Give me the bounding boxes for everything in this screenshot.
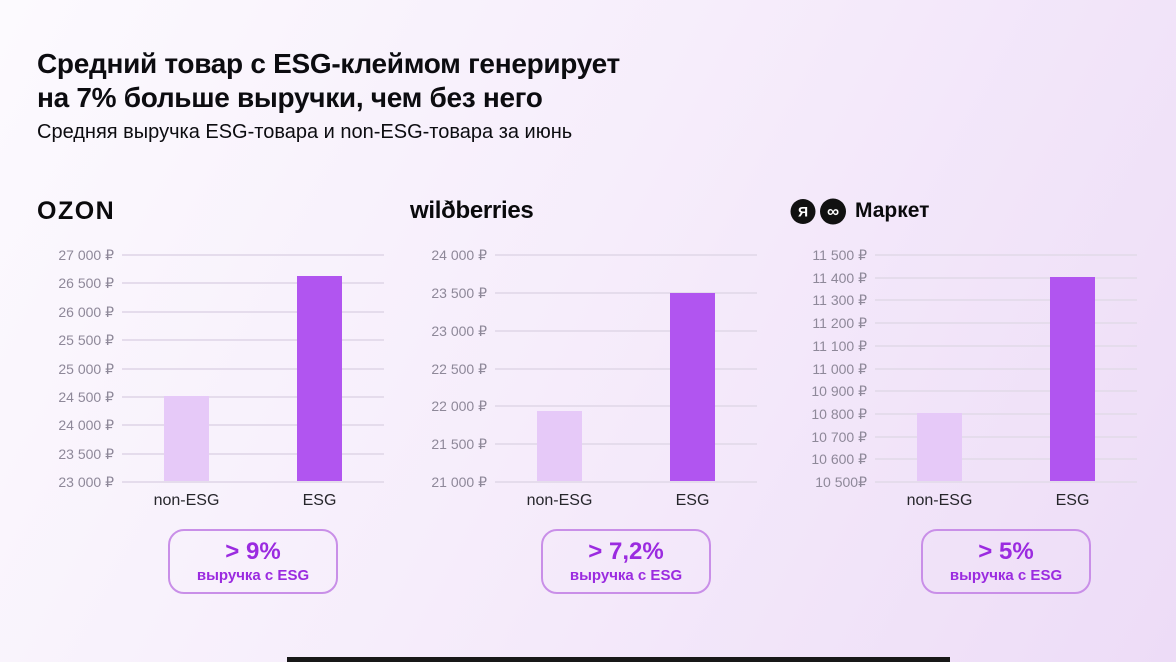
chart-yandex-market: Я ∞ Маркет 11 500 ₽11 400 ₽11 300 ₽11 200 ₽… [790,196,1140,596]
y-tick-label: 11 000 ₽ [812,361,867,377]
plot-area: 11 500 ₽ 11 400 ₽ 11 300 ₽ 11 200 ₽ 11 100 ₽… [811,247,1137,509]
gridline [875,299,1137,301]
plot-area: 27 000 ₽ 26 500 ₽ 26 000 ₽ 25 500 ₽ 25 000 ₽… [58,247,384,509]
bar-non-esg [537,411,582,481]
y-tick-label: 24 500 ₽ [58,389,114,405]
bottom-bar [287,657,950,662]
esg-uplift-badge: > 5% выручка с ESG [920,529,1092,594]
gridline [495,292,757,294]
market-loop-icon: ∞ [827,202,839,221]
plot-area: 24 000 ₽ 23 500 ₽ 23 000 ₽ 22 500 ₽ 22 000 ₽… [431,247,757,509]
badge-headline: > 5% [978,538,1034,565]
gridline [122,368,384,370]
category-label: ESG [675,492,710,509]
gridline [875,368,1137,370]
chart-wildberries: wilðberries 24 000 ₽ 23 500 ₽ 23 000 ₽ 22 50… [410,196,760,596]
badge-row: > 7,2% выручка с ESG [495,529,757,594]
slide-title-line1: Средний товар с ESG-клеймом генерирует [37,47,620,79]
gridline [495,368,757,370]
y-tick-label: 26 500 ₽ [58,275,114,291]
slide-title: Средний товар с ESG-клеймом генерирует на… [37,47,620,115]
y-tick-label: 11 300 ₽ [812,292,867,308]
gridline [875,277,1137,279]
y-tick-label: 23 500 ₽ [58,446,114,462]
gridline [875,322,1137,324]
y-tick-label: 23 000 ₽ [431,323,487,339]
badge-headline: > 7,2% [588,538,664,565]
gridline [495,443,757,445]
gridline [122,311,384,313]
slide-subtitle: Средняя выручка ESG-товара и non-ESG-тов… [37,121,573,143]
badge-caption: выручка с ESG [949,567,1063,584]
category-label: non-ESG [526,492,593,509]
y-tick-label: 25 500 ₽ [58,332,114,348]
y-tick-label: 11 400 ₽ [812,270,867,286]
bar-esg [1050,277,1095,481]
y-tick-label: 10 800 ₽ [811,406,867,422]
chart-ozon: OZON 27 000 ₽ 26 500 ₽ 26 000 ₽ 25 500 ₽ 25 0… [37,196,387,596]
y-tick-label: 11 200 ₽ [812,315,867,331]
y-tick-label: 23 000 ₽ [58,474,114,490]
gridline [122,453,384,455]
gridline [122,282,384,284]
slide-title-line2: на 7% больше выручки, чем без него [37,81,543,113]
y-tick-label: 10 500₽ [815,474,867,490]
y-tick-label: 11 100 ₽ [812,338,867,354]
y-tick-label: 24 000 ₽ [58,417,114,433]
esg-uplift-badge: > 7,2% выручка с ESG [540,529,712,594]
gridline [875,254,1137,256]
badge-caption: выручка с ESG [569,567,683,584]
gridline [122,254,384,256]
bar-esg [670,293,715,481]
y-tick-label: 24 000 ₽ [431,247,487,263]
y-tick-label: 21 500 ₽ [431,436,487,452]
category-label: ESG [1055,492,1090,509]
y-tick-label: 26 000 ₽ [58,304,114,320]
esg-uplift-badge: > 9% выручка с ESG [167,529,339,594]
category-label: ESG [302,492,337,509]
gridline [495,330,757,332]
gridline [122,481,384,483]
gridline [122,396,384,398]
ya-letter-icon: Я [798,203,808,219]
gridline [495,481,757,483]
y-tick-label: 10 900 ₽ [811,383,867,399]
ozon-logo: OZON [37,196,115,226]
yandex-market-logo: Я ∞ Маркет [790,198,929,225]
gridline [495,254,757,256]
gridline [122,339,384,341]
gridline [875,458,1137,460]
y-tick-label: 10 600 ₽ [811,451,867,467]
yandex-market-icon: Я ∞ [790,198,846,224]
y-tick-label: 10 700 ₽ [811,429,867,445]
y-tick-label: 21 000 ₽ [431,474,487,490]
gridline [122,424,384,426]
y-tick-label: 23 500 ₽ [431,285,487,301]
wildberries-logo-text: wilðberries [410,197,534,224]
yandex-market-logo: Я ∞ Маркет [790,196,929,226]
bar-esg [297,276,342,481]
y-tick-label: 11 500 ₽ [812,247,867,263]
gridline [875,436,1137,438]
category-label: non-ESG [153,492,220,509]
y-tick-label: 25 000 ₽ [58,361,114,377]
gridline [875,345,1137,347]
category-label: non-ESG [906,492,973,509]
gridline [875,390,1137,392]
y-tick-label: 22 000 ₽ [431,398,487,414]
bar-non-esg [917,413,962,481]
ozon-logo-text: OZON [37,196,116,225]
badge-row: > 9% выручка с ESG [122,529,384,594]
gridline [875,481,1137,483]
gridline [875,413,1137,415]
badge-headline: > 9% [225,538,281,565]
y-tick-label: 22 500 ₽ [431,361,487,377]
badge-caption: выручка с ESG [196,567,310,584]
bar-non-esg [164,396,209,481]
wildberries-logo: wilðberries [410,196,534,226]
badge-row: > 5% выручка с ESG [875,529,1137,594]
y-tick-label: 27 000 ₽ [58,247,114,263]
gridline [495,405,757,407]
yandex-market-logo-text: Маркет [855,199,930,222]
